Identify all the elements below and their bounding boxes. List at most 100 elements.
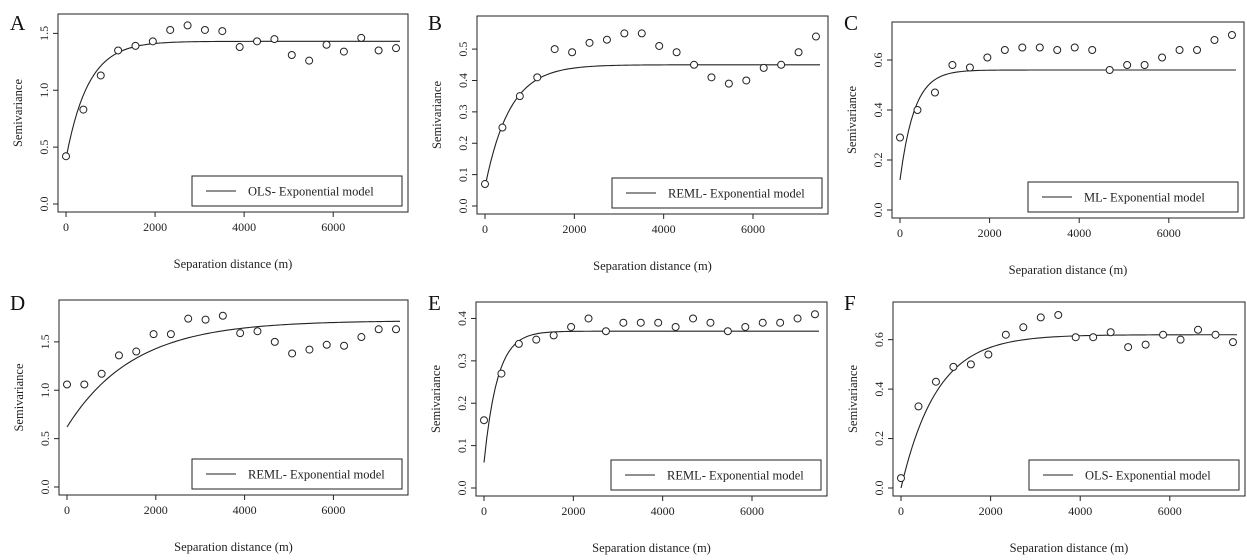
data-point — [602, 35, 611, 44]
y-tick-label: 0.1 — [455, 438, 469, 453]
data-point — [1159, 330, 1168, 339]
data-point — [96, 71, 105, 80]
data-point — [218, 27, 227, 36]
y-tick-label: 0.3 — [455, 353, 469, 368]
x-axis-label: Separation distance (m) — [593, 259, 712, 273]
data-point — [810, 310, 819, 319]
data-point — [1106, 328, 1115, 337]
data-point — [949, 362, 958, 371]
y-tick-label: 0.4 — [456, 73, 470, 88]
x-tick-label: 2000 — [561, 504, 585, 518]
x-tick-label: 2000 — [143, 220, 167, 234]
data-point — [391, 44, 400, 53]
x-tick-label: 6000 — [321, 220, 345, 234]
data-point — [184, 314, 193, 323]
x-tick-label: 6000 — [1157, 226, 1181, 240]
plot-frame — [475, 301, 828, 497]
data-point — [654, 318, 663, 327]
plot-frame — [58, 299, 409, 496]
data-point — [374, 325, 383, 334]
data-point — [620, 29, 629, 38]
data-point — [966, 360, 975, 369]
data-point — [97, 369, 106, 378]
data-point — [759, 63, 768, 72]
y-tick-label: 0.1 — [456, 167, 470, 182]
data-point — [1070, 43, 1079, 52]
data-point — [270, 35, 279, 44]
data-point — [533, 73, 542, 82]
y-tick-label: 0.5 — [456, 42, 470, 57]
y-tick-label: 0.0 — [456, 199, 470, 214]
y-axis-label: Semivariance — [846, 365, 860, 433]
x-axis-label: Separation distance (m) — [1010, 541, 1129, 555]
data-point — [218, 311, 227, 320]
data-point — [896, 133, 904, 142]
panel-e: E 0 2000 4000 6000 0.0 0.1 0.2 0.3 0.4 Separation … — [416, 280, 832, 560]
y-tick-label: 0.4 — [455, 311, 469, 326]
plot-frame — [891, 21, 1245, 219]
data-point — [357, 333, 366, 342]
y-tick-label: 0.2 — [871, 153, 885, 168]
data-point — [689, 314, 698, 323]
data-point — [1193, 46, 1202, 54]
data-point — [166, 330, 175, 339]
data-point — [1088, 46, 1097, 54]
data-point — [305, 345, 314, 354]
x-tick-label: 0 — [481, 504, 487, 518]
y-tick-label: 0.0 — [871, 203, 885, 218]
x-axis-label: Separation distance (m) — [592, 541, 711, 555]
data-point — [322, 340, 331, 349]
data-point — [1227, 31, 1236, 39]
y-tick-label: 0.4 — [871, 103, 885, 118]
data-point — [148, 37, 157, 46]
data-point — [235, 43, 244, 52]
data-point — [655, 41, 664, 50]
legend-label: OLS- Exponential model — [248, 185, 374, 199]
y-axis-label: Semivariance — [11, 79, 25, 147]
legend-label: REML- Exponential model — [667, 469, 804, 483]
data-point — [777, 60, 786, 69]
data-point — [1176, 335, 1185, 344]
y-tick-label: 0.0 — [38, 480, 52, 495]
x-tick-label: 4000 — [1068, 504, 1092, 518]
data-point — [514, 339, 523, 348]
data-point — [1140, 61, 1149, 69]
y-tick-label: 0.2 — [456, 136, 470, 151]
panel-label: A — [10, 11, 26, 35]
data-point — [480, 416, 488, 425]
panel-f: F 0 2000 4000 6000 0.0 0.2 0.4 0.6 Separation dis… — [832, 280, 1247, 560]
data-point — [322, 40, 331, 49]
x-tick-label: 6000 — [321, 503, 345, 517]
chart-svg: E 0 2000 4000 6000 0.0 0.1 0.2 0.3 0.4 Separation … — [428, 291, 828, 555]
x-tick-label: 0 — [63, 220, 69, 234]
data-point — [706, 318, 715, 327]
data-point — [897, 474, 905, 483]
data-point — [374, 46, 383, 55]
y-tick-label: 0.4 — [872, 382, 886, 397]
data-point — [690, 60, 699, 69]
chart-svg: A 0 2000 4000 6000 0.0 0.5 1.0 1.5 Separation dis… — [10, 11, 409, 271]
panel-label: E — [428, 291, 441, 315]
panel-label: F — [844, 291, 856, 315]
y-tick-label: 1.5 — [38, 334, 52, 349]
panel-a: A 0 2000 4000 6000 0.0 0.5 1.0 1.5 Separation dis… — [0, 0, 416, 280]
data-point — [1035, 43, 1044, 52]
data-point — [270, 337, 279, 346]
data-point — [549, 331, 558, 340]
data-point — [1228, 338, 1237, 347]
data-point — [585, 38, 594, 47]
model-curve — [484, 64, 820, 188]
y-tick-label: 0.6 — [871, 53, 885, 68]
y-tick-label: 0.2 — [872, 431, 886, 446]
data-point — [1124, 343, 1133, 352]
x-axis-label: Separation distance (m) — [174, 540, 293, 554]
data-point — [1194, 325, 1203, 334]
data-point — [567, 322, 576, 331]
data-point — [550, 45, 559, 54]
data-point — [1158, 53, 1167, 62]
y-axis-label: Semivariance — [429, 365, 443, 433]
data-point — [948, 61, 957, 69]
data-point — [811, 32, 820, 41]
data-point — [724, 79, 733, 88]
data-point — [983, 53, 992, 62]
